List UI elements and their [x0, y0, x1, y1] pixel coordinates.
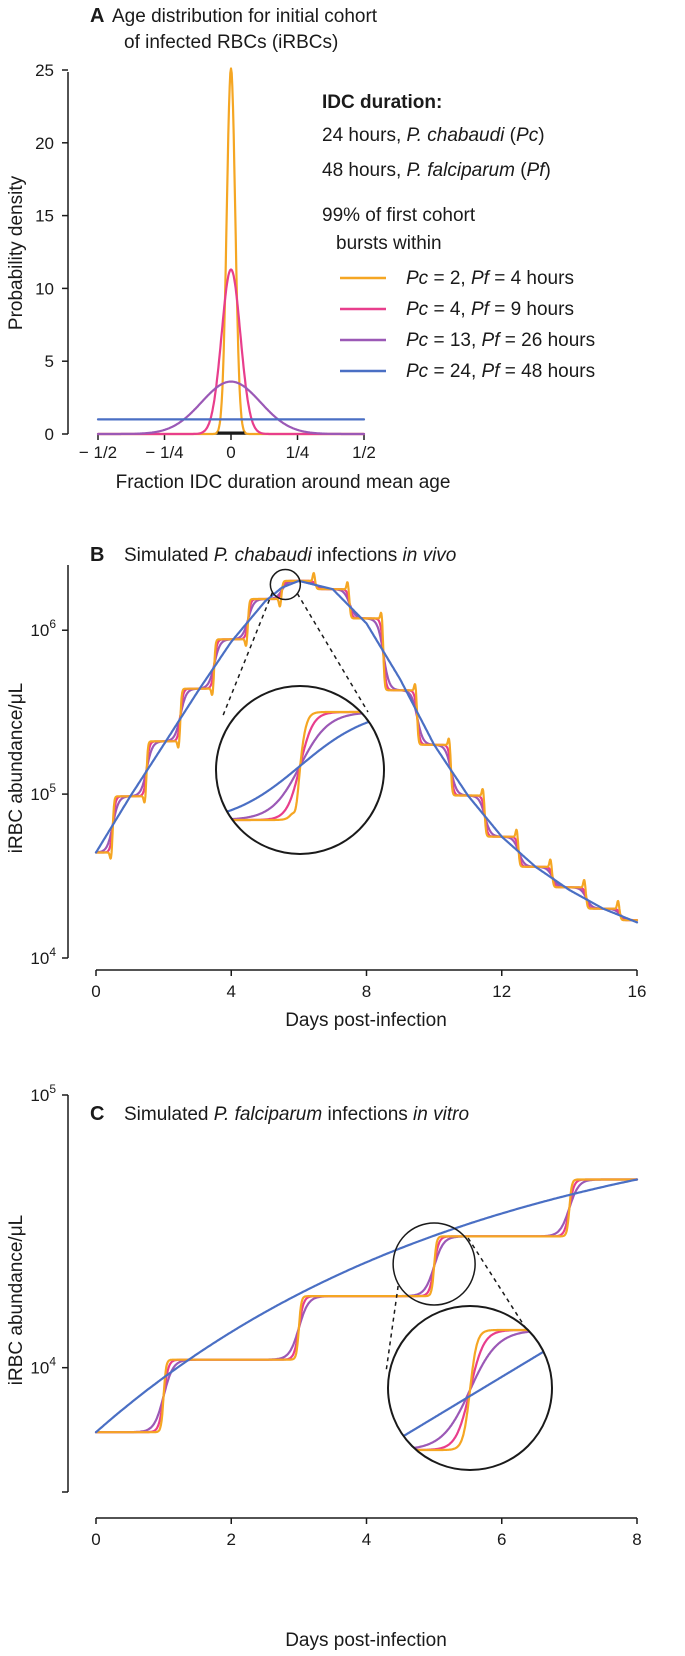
panel-a-y-tick-label: 5: [45, 352, 54, 371]
panel-a-title-line2: of infected RBCs (iRBCs): [124, 32, 338, 53]
panel-c-y-ticks: 104 105: [30, 1082, 68, 1493]
panel-c-x-tick-label: 0: [91, 1530, 100, 1549]
panel-c-x-tick-label: 2: [227, 1530, 236, 1549]
panel-b-x-tick-label: 4: [227, 982, 236, 1001]
panel-a-curves: [96, 67, 366, 436]
panel-b-y-label: iRBC abundance/μL: [6, 683, 27, 853]
panel-a-y-tick-label: 25: [35, 61, 54, 80]
panel-b-zoom-connector-left: [221, 592, 274, 719]
panel-a-y-tick-label: 20: [35, 134, 54, 153]
panel-b-x-tick-label: 16: [628, 982, 647, 1001]
panel-c: C Simulated P. falciparum infections in …: [6, 1082, 642, 1651]
panel-c-zoom-inset: [385, 1222, 553, 1471]
panel-c-curves: [94, 1178, 639, 1434]
panel-c-zoom-small-circle: [392, 1222, 476, 1306]
legend-label-c4: Pc = 4, Pf = 9 hours: [406, 299, 574, 320]
panel-c-x-label: Days post-infection: [285, 1630, 447, 1651]
panel-a-x-label: Fraction IDC duration around mean age: [116, 472, 451, 493]
panel-c-letter: C: [90, 1103, 104, 1125]
panel-a-title-line1: Age distribution for initial cohort: [112, 6, 378, 27]
panel-b-series-c2: [94, 572, 639, 922]
panel-a-y-tick-label: 0: [45, 425, 54, 444]
panel-a: A Age distribution for initial cohort of…: [6, 5, 595, 493]
panel-c-y-tick-label: 105: [30, 1082, 56, 1105]
panel-a-x-tick-label: 0: [226, 443, 235, 462]
panel-b-x-tick-label: 0: [91, 982, 100, 1001]
panel-b-zoom-inset: [215, 568, 385, 855]
panel-c-x-ticks: 0 2 4 6 8: [91, 1518, 642, 1549]
panel-b-series-c24: [94, 579, 639, 924]
legend-items: Pc = 2, Pf = 4 hours Pc = 4, Pf = 9 hours…: [340, 268, 595, 382]
panel-a-y-label: Probability density: [6, 175, 27, 330]
panel-c-series-c13: [94, 1178, 639, 1434]
panel-b-x-tick-label: 8: [362, 982, 371, 1001]
panel-a-x-tick-label: 1/2: [352, 443, 376, 462]
panel-b-x-tick-label: 12: [492, 982, 511, 1001]
panel-a-series-c13: [96, 380, 366, 436]
panel-c-y-label: iRBC abundance/μL: [6, 1215, 27, 1385]
panel-b-title: Simulated P. chabaudi infections in vivo: [124, 545, 456, 566]
panel-b-y-tick-label: 106: [30, 617, 56, 640]
panel-c-zoom-circle: [387, 1305, 553, 1471]
panel-a-y-ticks: 0 5 10 15 20 25: [35, 61, 68, 444]
legend-pf-line: 48 hours, P. falciparum (Pf): [322, 160, 551, 181]
panel-a-x-tick-label: − 1/4: [145, 443, 183, 462]
panel-b-zoom-small-circle: [269, 568, 302, 601]
panel-c-zoom-series-c24: [388, 1345, 552, 1447]
panel-b-zoom-curves: [216, 710, 384, 822]
panel-c-series-c4: [94, 1178, 639, 1434]
panel-c-x-tick-label: 6: [497, 1530, 506, 1549]
legend-burst-line1: 99% of first cohort: [322, 205, 476, 226]
legend-heading: IDC duration:: [322, 92, 442, 113]
panel-b-y-ticks: 104 105 106: [30, 617, 68, 968]
panel-c-title: Simulated P. falciparum infections in vi…: [124, 1104, 469, 1125]
panel-b-y-tick-label: 104: [30, 945, 56, 968]
panel-c-y-tick-label: 104: [30, 1355, 56, 1378]
panel-b-curves: [94, 572, 639, 924]
legend-pc-line: 24 hours, P. chabaudi (Pc): [322, 125, 545, 146]
legend-label-c13: Pc = 13, Pf = 26 hours: [406, 330, 595, 351]
panel-b-zoom-series-c24: [216, 715, 384, 817]
panel-b: B Simulated P. chabaudi infections in vi…: [6, 544, 646, 1031]
legend-burst-line2: bursts within: [336, 233, 442, 254]
legend-label-c2: Pc = 2, Pf = 4 hours: [406, 268, 574, 289]
legend-label-c24: Pc = 24, Pf = 48 hours: [406, 361, 595, 382]
panel-c-series-c24: [94, 1178, 639, 1434]
panel-a-series-c4: [96, 268, 366, 436]
legend: IDC duration: 24 hours, P. chabaudi (Pc)…: [322, 92, 595, 382]
panel-a-y-tick-label: 10: [35, 279, 54, 298]
panel-b-x-label: Days post-infection: [285, 1010, 447, 1031]
panel-b-x-ticks: 0 4 8 12 16: [91, 970, 646, 1001]
panel-a-x-tick-label: 1/4: [286, 443, 310, 462]
panel-b-zoom-series-c2: [216, 710, 384, 822]
panel-c-x-tick-label: 8: [632, 1530, 641, 1549]
panel-a-series-c2: [96, 67, 366, 436]
panel-c-zoom-connector-left: [385, 1285, 399, 1373]
panel-a-y-tick-label: 15: [35, 207, 54, 226]
panel-b-zoom-circle: [215, 685, 385, 855]
panel-a-letter: A: [90, 5, 104, 27]
panel-c-series-c2: [94, 1178, 639, 1434]
panel-c-x-tick-label: 4: [362, 1530, 371, 1549]
panel-c-zoom-connector-right: [467, 1237, 533, 1339]
panel-a-x-ticks: − 1/2 − 1/4 0 1/4 1/2: [79, 434, 376, 462]
panel-a-x-tick-label: − 1/2: [79, 443, 117, 462]
panel-b-zoom-connector-right: [296, 593, 369, 713]
panel-b-y-tick-label: 105: [30, 781, 56, 804]
panel-b-letter: B: [90, 544, 104, 566]
